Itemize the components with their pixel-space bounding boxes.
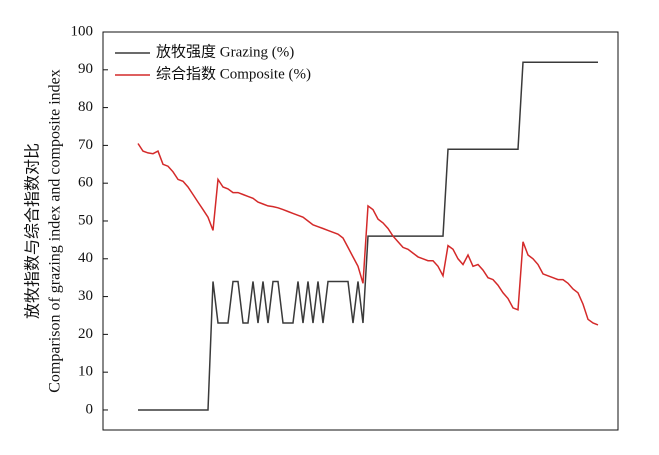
y-tick-label: 30 (78, 288, 93, 304)
y-tick-label: 80 (78, 99, 93, 115)
y-tick-label: 10 (78, 364, 93, 380)
series-line (137, 143, 599, 326)
legend-label: 综合指数 Composite (%) (156, 65, 311, 82)
y-axis-title: 放牧指数与综合指数对比 Comparison of grazing index … (24, 69, 64, 392)
y-tick-label: 40 (78, 250, 93, 266)
y-tick-label: 90 (78, 61, 93, 77)
legend-label: 放牧强度 Grazing (%) (156, 43, 294, 60)
y-tick-label: 20 (78, 326, 93, 342)
plot-frame (102, 31, 619, 431)
y-tick-label: 100 (71, 23, 94, 39)
y-axis-title-zh: 放牧指数与综合指数对比 (24, 143, 42, 319)
y-axis-title-en: Comparison of grazing index and composit… (47, 69, 64, 392)
y-tick-label: 50 (78, 212, 93, 228)
y-tick-label: 0 (86, 401, 94, 417)
y-tick-label: 60 (78, 175, 93, 191)
y-tick-label: 70 (78, 137, 93, 153)
series-line (138, 61, 598, 411)
